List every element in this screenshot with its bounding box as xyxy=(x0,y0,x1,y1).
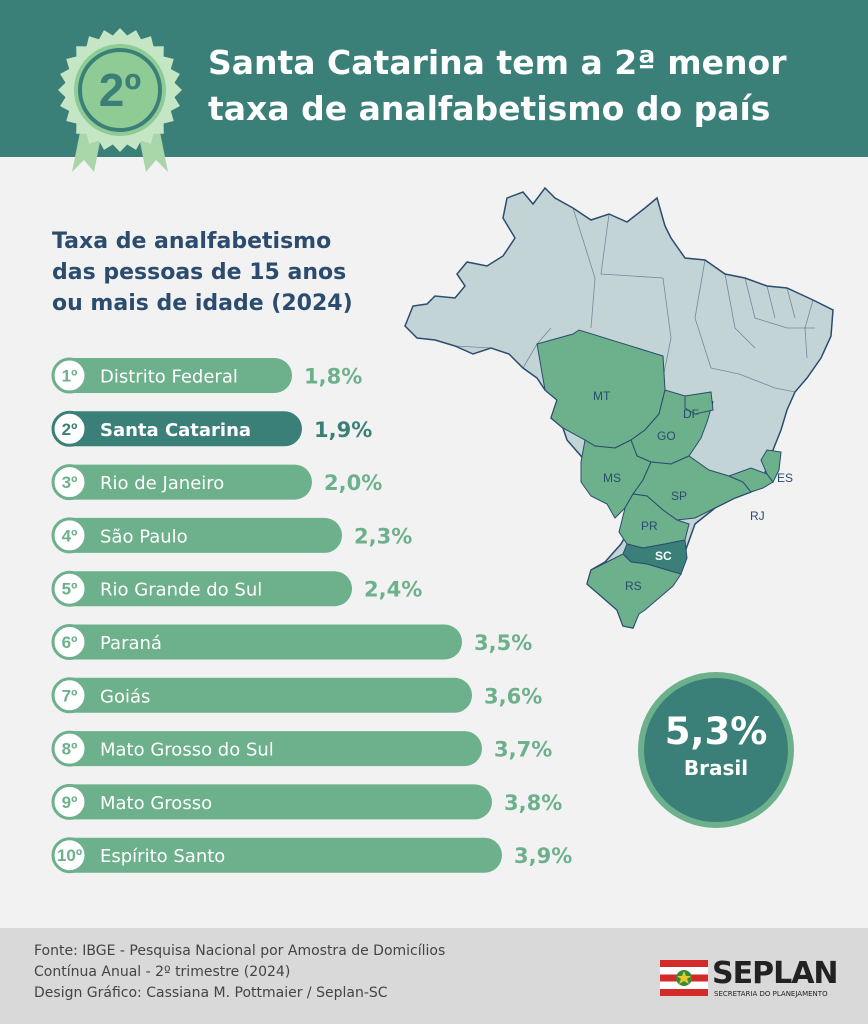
rank-label: 1º xyxy=(62,367,78,386)
bar xyxy=(52,358,292,393)
map-label-df: DF xyxy=(683,407,699,421)
rank-circle xyxy=(51,730,88,767)
rank-circle xyxy=(51,410,88,447)
rank-circle xyxy=(51,464,88,501)
ranking-bar-chart: 1º Distrito Federal 1,8% 2º Santa Catarina 1,… xyxy=(51,357,572,874)
rank-label: 4º xyxy=(62,526,78,545)
bar xyxy=(52,464,312,500)
map-label-ms: MS xyxy=(603,471,621,485)
design-credit: Design Gráfico: Cassiana M. Pottmaier / … xyxy=(34,985,388,1001)
rank-label: 3º xyxy=(62,473,78,492)
bar xyxy=(52,624,462,660)
title-line-1: Santa Catarina tem a 2ª menor xyxy=(208,43,787,82)
bar xyxy=(52,517,342,553)
source-line-2: Contínua Anual - 2º trimestre (2024) xyxy=(34,964,291,980)
map-label-sp: SP xyxy=(671,489,687,503)
chart-title-line-1: Taxa de analfabetismo xyxy=(52,229,332,254)
rank-circle xyxy=(51,570,88,607)
rank-label: 5º xyxy=(62,580,78,599)
rank-label: 8º xyxy=(62,740,78,759)
value-label: 2,3% xyxy=(354,524,412,548)
category-label: Espírito Santo xyxy=(100,846,225,867)
rank-label: 10º xyxy=(57,846,82,865)
bar xyxy=(52,411,302,447)
map-state-rj xyxy=(727,467,774,493)
map-state-df xyxy=(684,391,714,415)
brasil-average-badge: 5,3% Brasil xyxy=(638,672,794,828)
chart-title: Taxa de analfabetismo das pessoas de 15 … xyxy=(52,226,382,319)
bar xyxy=(52,571,352,607)
rank-label: 7º xyxy=(62,686,78,705)
map-label-go: GO xyxy=(657,429,676,443)
category-label: Rio de Janeiro xyxy=(100,473,224,494)
rank-label: 2º xyxy=(62,420,78,439)
category-label: Santa Catarina xyxy=(100,420,251,441)
page-title: Santa Catarina tem a 2ª menor taxa de an… xyxy=(208,40,848,132)
category-label: Distrito Federal xyxy=(100,367,238,388)
rank-circle xyxy=(51,357,88,394)
rank-badge-icon: 2º xyxy=(58,28,182,172)
bar xyxy=(52,677,472,713)
bar xyxy=(52,731,482,767)
value-label: 1,8% xyxy=(304,365,362,389)
badge-text: 2º xyxy=(99,64,142,116)
value-label: 3,5% xyxy=(474,631,532,655)
title-line-2: taxa de analfabetismo do país xyxy=(208,89,771,128)
rank-circle xyxy=(51,624,88,660)
rank-circle xyxy=(51,783,88,820)
category-label: Mato Grosso do Sul xyxy=(100,740,274,761)
seplan-logo: SEPLAN SECRETARIA DO PLANEJAMENTO xyxy=(660,956,840,1000)
bar xyxy=(52,837,502,873)
category-label: Mato Grosso xyxy=(100,793,212,814)
source-line-1: Fonte: IBGE - Pesquisa Nacional por Amos… xyxy=(34,943,446,959)
value-label: 2,0% xyxy=(324,471,382,495)
category-label: São Paulo xyxy=(100,526,188,547)
value-label: 3,9% xyxy=(514,844,572,868)
map-label-rj: RJ xyxy=(750,509,765,523)
value-label: 3,7% xyxy=(494,738,552,762)
map-state-rs xyxy=(586,553,682,629)
badge-inner-circle xyxy=(74,44,166,136)
brazil-map: MT DF GO MS SP PR SC RS RJ ES xyxy=(404,186,834,629)
category-label: Rio Grande do Sul xyxy=(100,580,262,601)
rank-label: 9º xyxy=(62,793,78,812)
category-label: Paraná xyxy=(100,633,162,654)
category-label: Goiás xyxy=(100,686,150,707)
value-label: 1,9% xyxy=(314,418,372,442)
rank-label: 6º xyxy=(62,633,78,652)
source-text: Fonte: IBGE - Pesquisa Nacional por Amos… xyxy=(34,941,445,1004)
value-label: 2,4% xyxy=(364,578,422,602)
chart-title-line-3: ou mais de idade (2024) xyxy=(52,291,353,316)
map-label-rs: RS xyxy=(625,579,642,593)
bar xyxy=(52,784,492,820)
brasil-value: 5,3% xyxy=(664,710,768,753)
map-state-es xyxy=(760,449,782,483)
rank-circle xyxy=(51,517,88,554)
logo-text: SEPLAN xyxy=(712,956,839,991)
header-banner: 2º Santa Catarina tem a 2ª menor taxa de… xyxy=(0,0,868,172)
brasil-label: Brasil xyxy=(683,756,749,780)
logo-subtitle: SECRETARIA DO PLANEJAMENTO xyxy=(714,990,828,998)
chart-title-line-2: das pessoas de 15 anos xyxy=(52,260,347,285)
map-state-borders xyxy=(454,207,815,393)
rank-circle xyxy=(51,677,88,714)
map-label-mt: MT xyxy=(593,389,611,403)
map-label-sc: SC xyxy=(655,549,672,563)
sc-flag-icon xyxy=(660,960,708,996)
value-label: 3,6% xyxy=(484,684,542,708)
map-state-pr xyxy=(618,493,690,549)
map-label-es: ES xyxy=(777,471,793,485)
footer: Fonte: IBGE - Pesquisa Nacional por Amos… xyxy=(0,928,868,1024)
rank-circle xyxy=(51,837,88,874)
value-label: 3,8% xyxy=(504,791,562,815)
map-label-pr: PR xyxy=(641,519,658,533)
badge-ring xyxy=(78,48,162,132)
